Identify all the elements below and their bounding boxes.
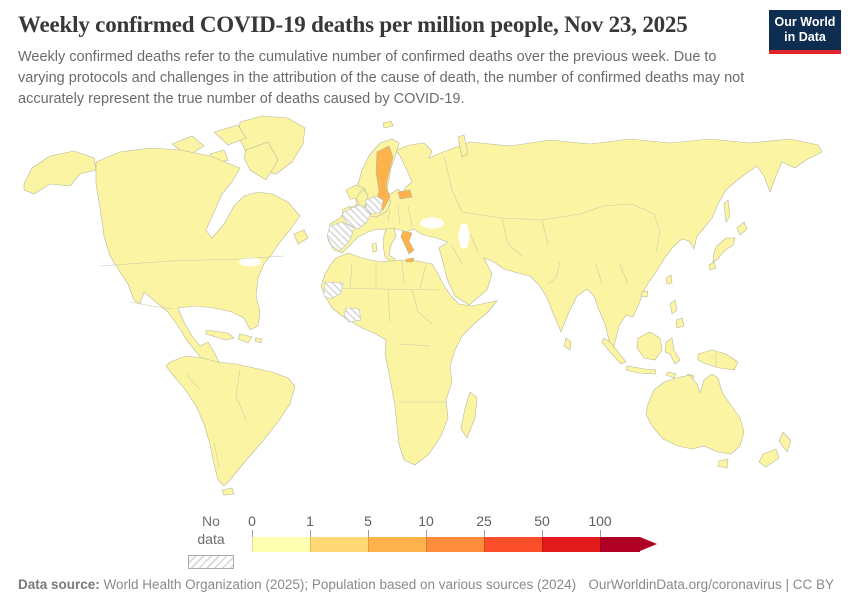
legend-tick-label: 1	[306, 513, 314, 529]
footer-link[interactable]: OurWorldinData.org/coronavirus | CC BY	[588, 577, 834, 592]
world-map-svg[interactable]	[0, 112, 850, 508]
map-legend: No data 0 1 5 10 25 50 100	[188, 512, 672, 569]
country-cote-divoire-no-data[interactable]	[343, 307, 362, 323]
legend-bin-1[interactable]	[310, 537, 368, 552]
owid-logo-line-2: in Data	[784, 30, 826, 45]
legend-bin-100[interactable]	[600, 537, 640, 552]
landmass-oceania[interactable]	[645, 373, 792, 469]
country-spain-no-data[interactable]	[326, 221, 355, 252]
country-greece[interactable]	[400, 230, 415, 255]
country-greece-crete[interactable]	[405, 257, 415, 263]
country-latvia[interactable]	[397, 189, 413, 200]
legend-bin-10[interactable]	[426, 537, 484, 552]
legend-bin-0[interactable]	[252, 537, 310, 552]
country-sweden[interactable]	[375, 145, 394, 211]
chart-title: Weekly confirmed COVID-19 deaths per mil…	[18, 12, 688, 37]
country-borders	[99, 155, 717, 469]
legend-tick-label: 50	[534, 513, 550, 529]
world-map[interactable]	[0, 112, 850, 508]
legend-no-data-label: No data	[197, 513, 225, 547]
country-western-sahara-no-data[interactable]	[323, 281, 344, 300]
legend-no-data-swatch[interactable]	[188, 555, 234, 569]
legend-bin-25[interactable]	[484, 537, 542, 552]
legend-colorbar[interactable]: 0 1 5 10 25 50 100	[248, 512, 672, 554]
legend-open-ended-arrow	[640, 537, 657, 551]
legend-tick-label: 0	[248, 513, 256, 529]
legend-tick-mark	[484, 530, 485, 537]
chart-header: Weekly confirmed COVID-19 deaths per mil…	[18, 12, 763, 109]
legend-no-data-block: No data	[188, 512, 234, 569]
chart-footer: Data source: World Health Organization (…	[0, 577, 850, 592]
legend-tick-mark	[310, 530, 311, 537]
legend-tick-label: 10	[418, 513, 434, 529]
owid-logo-line-1: Our World	[774, 15, 836, 29]
legend-tick-label: 25	[476, 513, 492, 529]
black-sea	[420, 217, 444, 229]
legend-tick-label: 5	[364, 513, 372, 529]
landmass-southeast-asia-islands[interactable]	[601, 299, 739, 381]
legend-tick-mark	[600, 530, 601, 537]
landmass-north-america[interactable]	[23, 115, 309, 375]
owid-logo[interactable]: Our World in Data	[769, 10, 841, 54]
landmass-eurasia[interactable]	[327, 120, 823, 355]
legend-tick-mark	[426, 530, 427, 537]
legend-bin-50[interactable]	[542, 537, 600, 552]
data-source-line: Data source: World Health Organization (…	[18, 577, 576, 592]
legend-tick-label: 100	[588, 513, 612, 529]
landmass-south-america[interactable]	[165, 355, 296, 496]
great-lakes	[239, 257, 261, 267]
caspian-sea	[458, 223, 470, 249]
legend-tick-mark	[252, 530, 253, 537]
chart-subtitle: Weekly confirmed deaths refer to the cum…	[18, 49, 745, 107]
data-source-label: Data source:	[18, 577, 100, 592]
legend-tick-mark	[368, 530, 369, 537]
legend-tick-mark	[542, 530, 543, 537]
landmass-africa[interactable]	[320, 252, 498, 466]
legend-bin-5[interactable]	[368, 537, 426, 552]
data-source-text: World Health Organization (2025); Popula…	[103, 577, 577, 592]
country-france-no-data[interactable]	[341, 204, 372, 230]
